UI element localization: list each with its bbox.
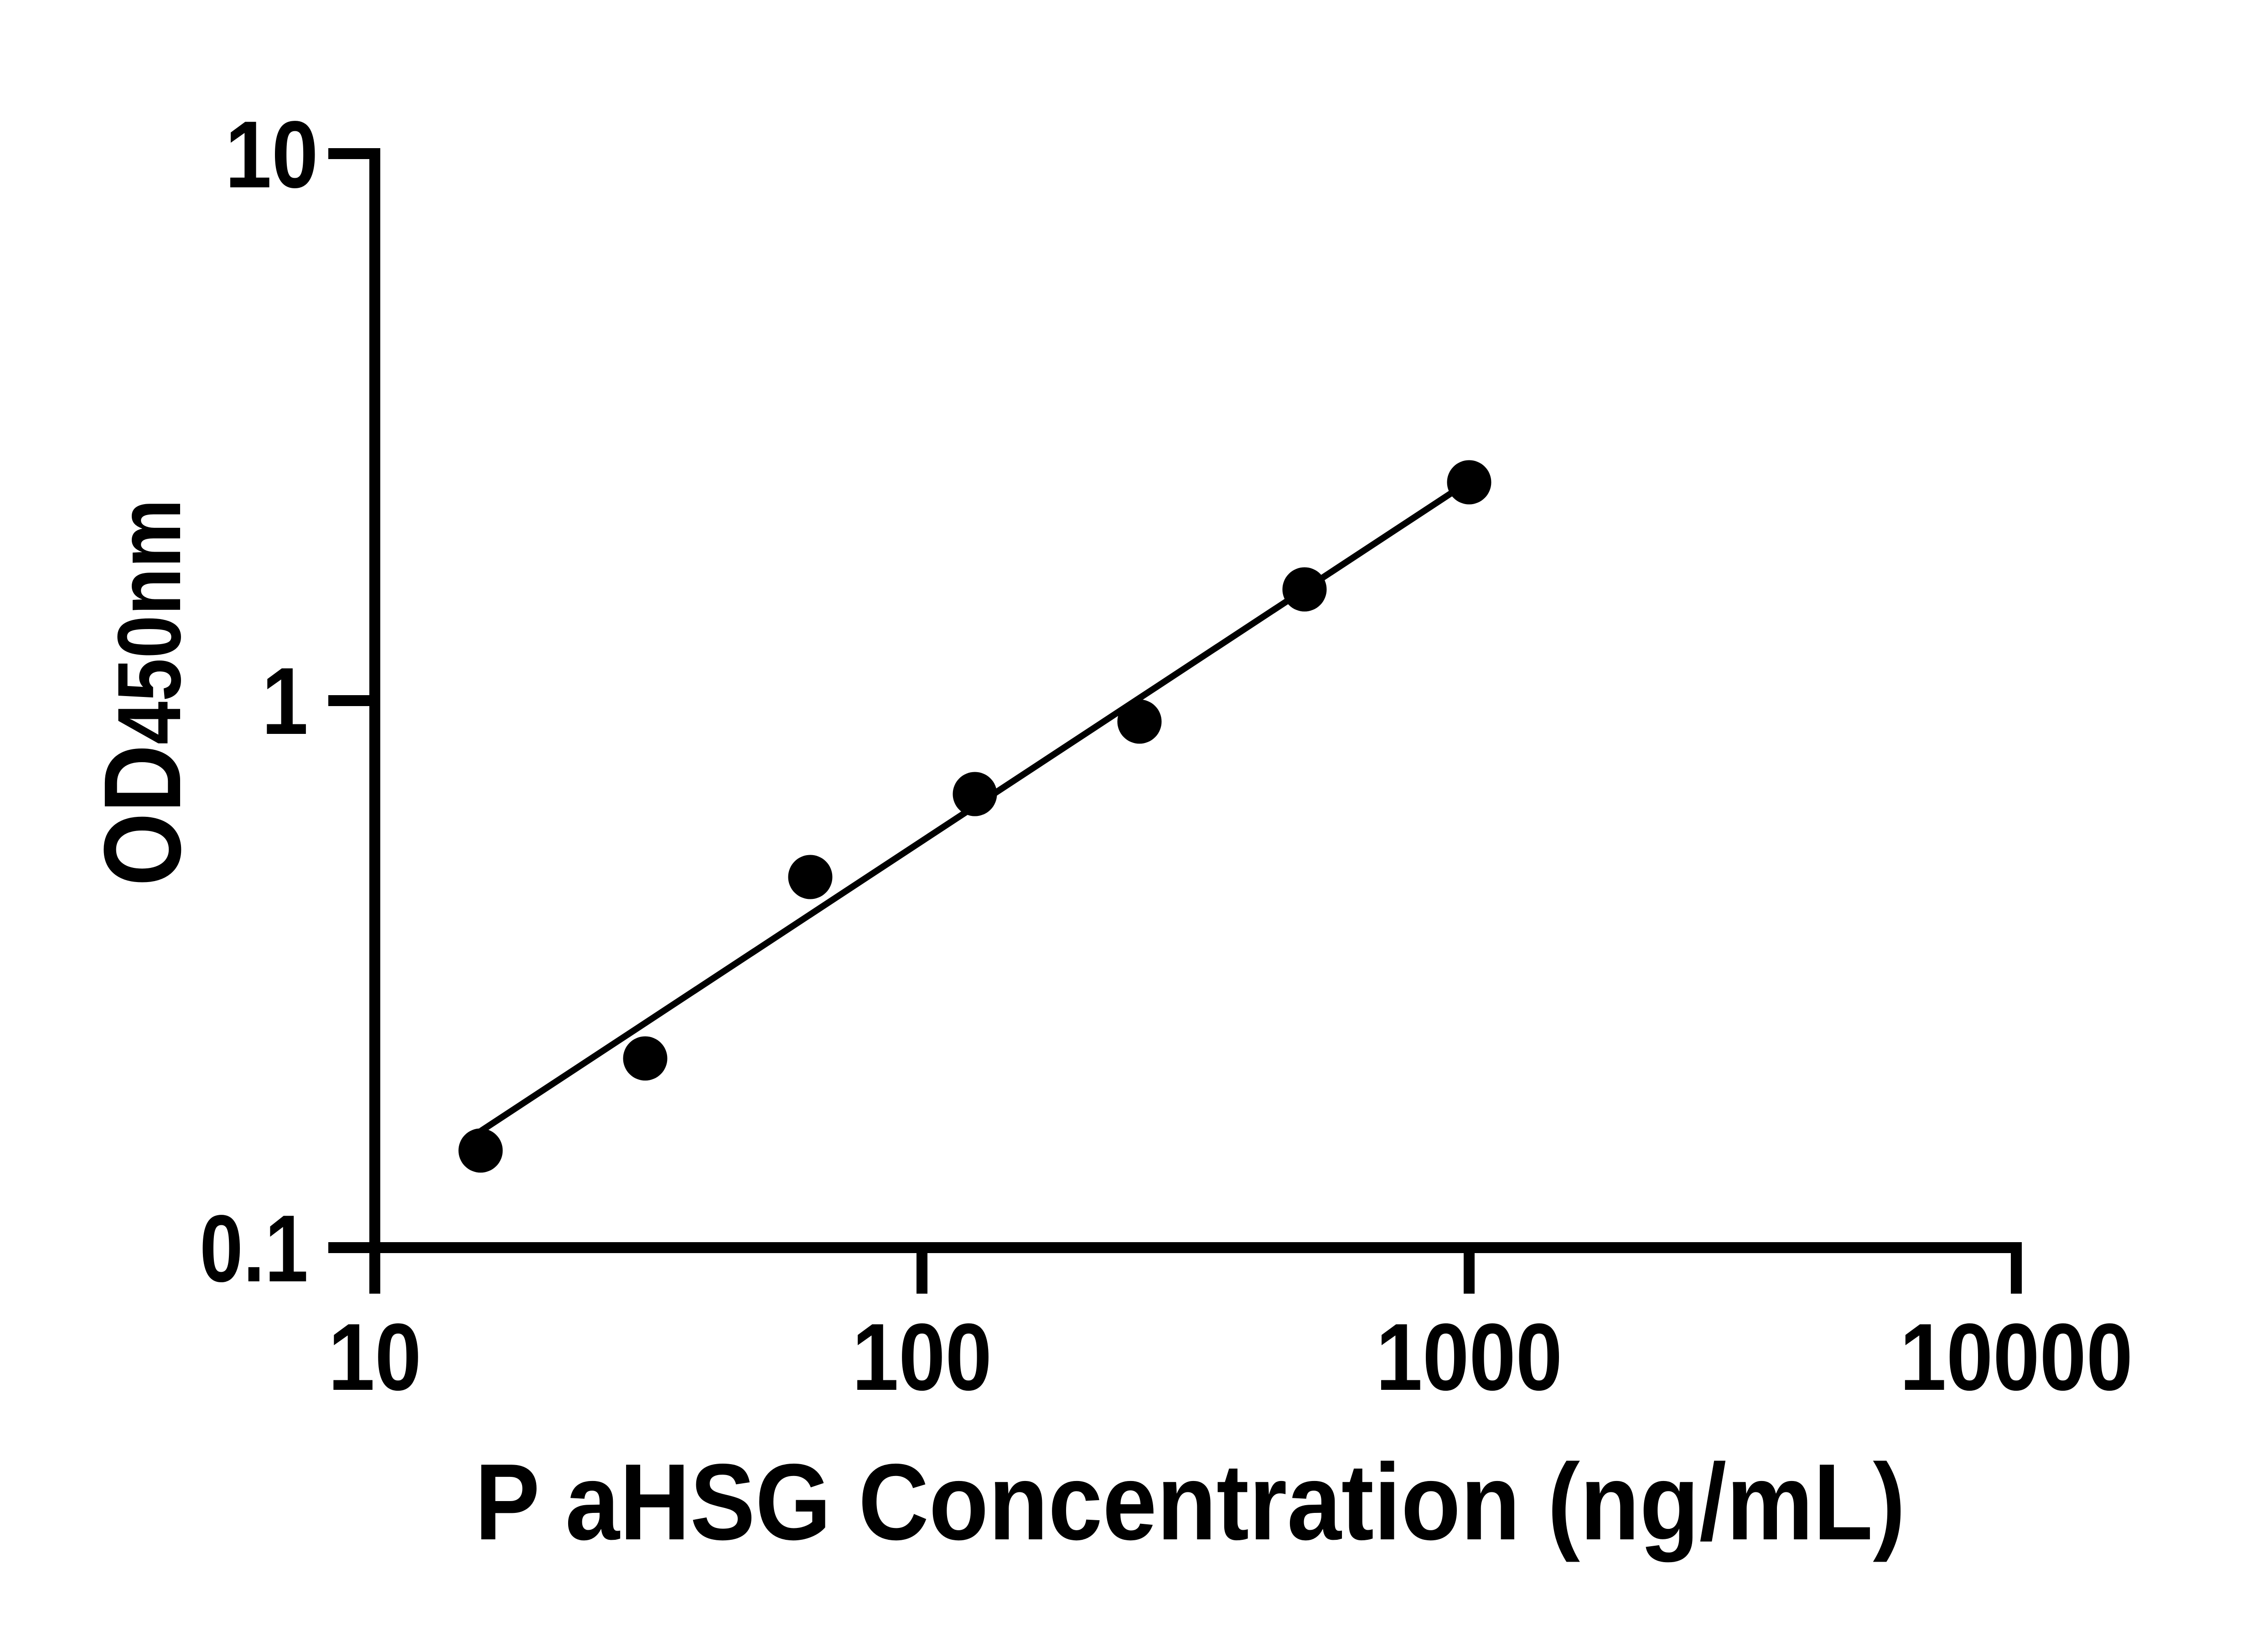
- svg-text:10: 10: [328, 1304, 422, 1410]
- svg-text:10: 10: [225, 101, 318, 208]
- svg-text:100: 100: [852, 1304, 992, 1410]
- svg-text:0.1: 0.1: [200, 1196, 308, 1302]
- svg-text:1000: 1000: [1376, 1304, 1562, 1410]
- svg-text:1: 1: [262, 648, 308, 754]
- svg-text:OD450nm: OD450nm: [81, 499, 204, 886]
- svg-text:10000: 10000: [1900, 1304, 2133, 1410]
- svg-text:P aHSG Concentration (ng/mL): P aHSG Concentration (ng/mL): [475, 1441, 1906, 1563]
